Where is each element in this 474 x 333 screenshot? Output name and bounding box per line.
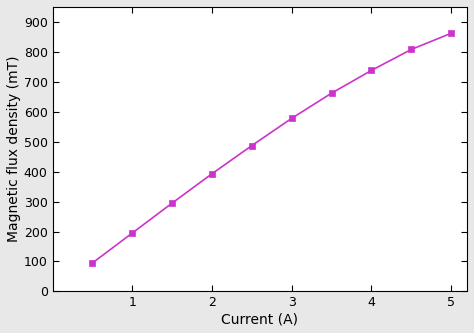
X-axis label: Current (A): Current (A) — [221, 312, 298, 326]
Y-axis label: Magnetic flux density (mT): Magnetic flux density (mT) — [7, 56, 21, 242]
